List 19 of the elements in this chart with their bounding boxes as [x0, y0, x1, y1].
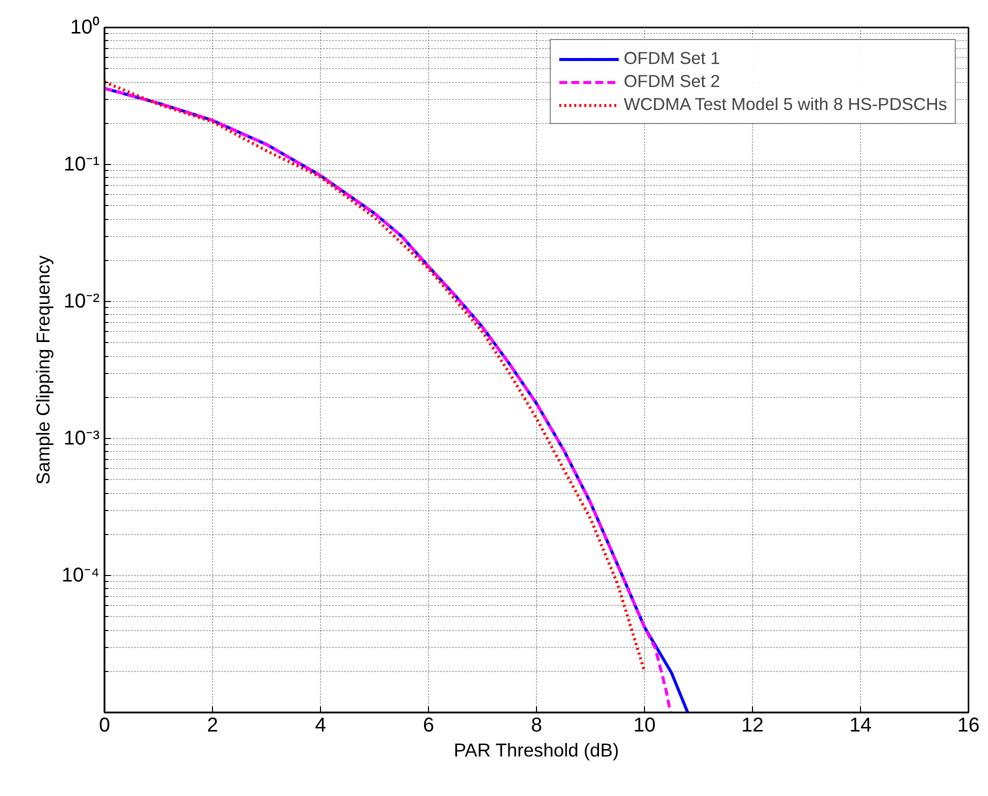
x-tick-label: 4: [314, 714, 326, 736]
legend-label: OFDM Set 1: [624, 48, 720, 69]
x-tick-label: 16: [957, 714, 980, 736]
x-axis-title: PAR Threshold (dB): [454, 740, 619, 760]
y-tick-label: 10⁻⁴: [62, 564, 100, 586]
x-tick-label: 2: [206, 714, 218, 736]
y-tick-label: 10⁻³: [64, 428, 100, 450]
legend-label: WCDMA Test Model 5 with 8 HS-PDSCHs: [624, 94, 947, 115]
x-tick-label: 8: [530, 714, 542, 736]
x-tick-label: 0: [98, 714, 110, 736]
y-axis-title: Sample Clipping Frequency: [32, 254, 54, 485]
x-tick-label: 10: [633, 714, 656, 736]
x-tick-label: 14: [849, 714, 872, 736]
y-tick-label: 10⁰: [70, 16, 100, 38]
y-tick-label: 10⁻¹: [64, 154, 100, 176]
legend-label: OFDM Set 2: [624, 71, 720, 92]
y-tick-label: 10⁻²: [64, 290, 100, 312]
x-tick-label: 6: [422, 714, 434, 736]
x-tick-label: 12: [741, 714, 764, 736]
